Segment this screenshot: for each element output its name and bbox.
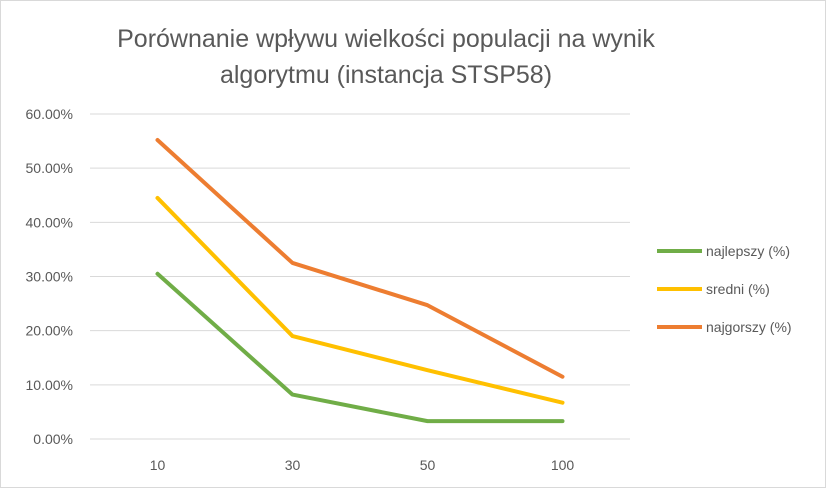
- y-tick-label: 50.00%: [26, 160, 73, 176]
- x-tick-label: 10: [150, 457, 166, 473]
- y-tick-label: 30.00%: [26, 269, 73, 285]
- y-tick-label: 10.00%: [26, 377, 73, 393]
- legend-item: najlepszy (%): [657, 241, 792, 261]
- legend-swatch: [657, 325, 702, 329]
- legend-swatch: [657, 249, 702, 253]
- x-tick-label: 50: [420, 457, 436, 473]
- x-tick-label: 100: [551, 457, 575, 473]
- series-line-1: [155, 271, 565, 424]
- y-tick-label: 20.00%: [26, 323, 73, 339]
- x-tick-label: 30: [285, 457, 301, 473]
- legend-label: sredni (%): [706, 281, 770, 297]
- series-line-2: [155, 195, 565, 405]
- y-tick-label: 0.00%: [33, 431, 73, 447]
- legend-item: sredni (%): [657, 279, 792, 299]
- legend-item: najgorszy (%): [657, 317, 792, 337]
- y-tick-label: 40.00%: [26, 214, 73, 230]
- y-tick-label: 60.00%: [26, 106, 73, 122]
- chart-title: Porównanie wpływu wielkości populacji na…: [117, 25, 655, 89]
- series-line-3: [155, 138, 565, 379]
- legend-label: najlepszy (%): [706, 243, 791, 259]
- legend: najlepszy (%) sredni (%) najgorszy (%): [657, 241, 792, 355]
- legend-label: najgorszy (%): [706, 319, 792, 335]
- legend-swatch: [657, 287, 702, 291]
